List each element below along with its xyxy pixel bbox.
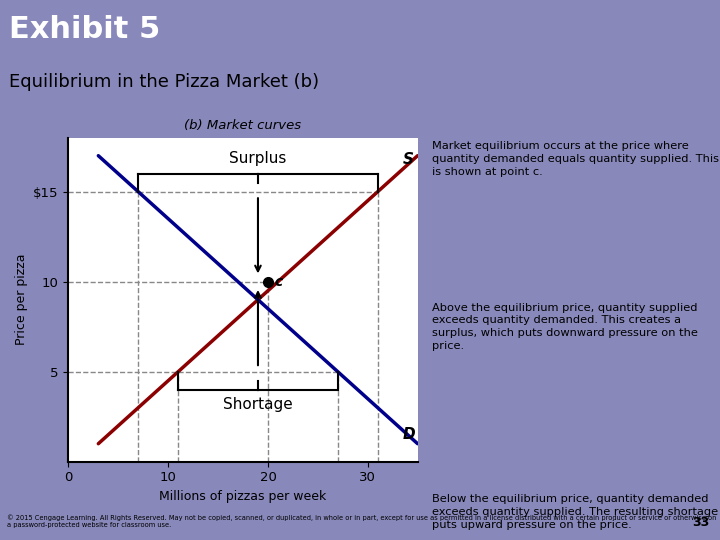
Text: Market equilibrium occurs at the price where quantity demanded equals quantity s: Market equilibrium occurs at the price w… xyxy=(432,141,719,177)
Text: © 2015 Cengage Learning. All Rights Reserved. May not be copied, scanned, or dup: © 2015 Cengage Learning. All Rights Rese… xyxy=(7,515,716,529)
Text: S: S xyxy=(402,152,413,167)
Text: 33: 33 xyxy=(692,516,709,529)
Y-axis label: Price per pizza: Price per pizza xyxy=(14,254,27,346)
X-axis label: Millions of pizzas per week: Millions of pizzas per week xyxy=(159,490,327,503)
Text: Equilibrium in the Pizza Market (b): Equilibrium in the Pizza Market (b) xyxy=(9,73,319,91)
Text: D: D xyxy=(402,427,415,442)
Text: Surplus: Surplus xyxy=(229,152,287,166)
Text: c: c xyxy=(275,275,283,289)
Text: Exhibit 5: Exhibit 5 xyxy=(9,15,160,44)
Text: Shortage: Shortage xyxy=(223,397,293,412)
Text: Below the equilibrium price, quantity demanded exceeds quantity supplied. The re: Below the equilibrium price, quantity de… xyxy=(432,494,718,530)
Title: (b) Market curves: (b) Market curves xyxy=(184,119,302,132)
Text: Above the equilibrium price, quantity supplied exceeds quantity demanded. This c: Above the equilibrium price, quantity su… xyxy=(432,302,698,351)
